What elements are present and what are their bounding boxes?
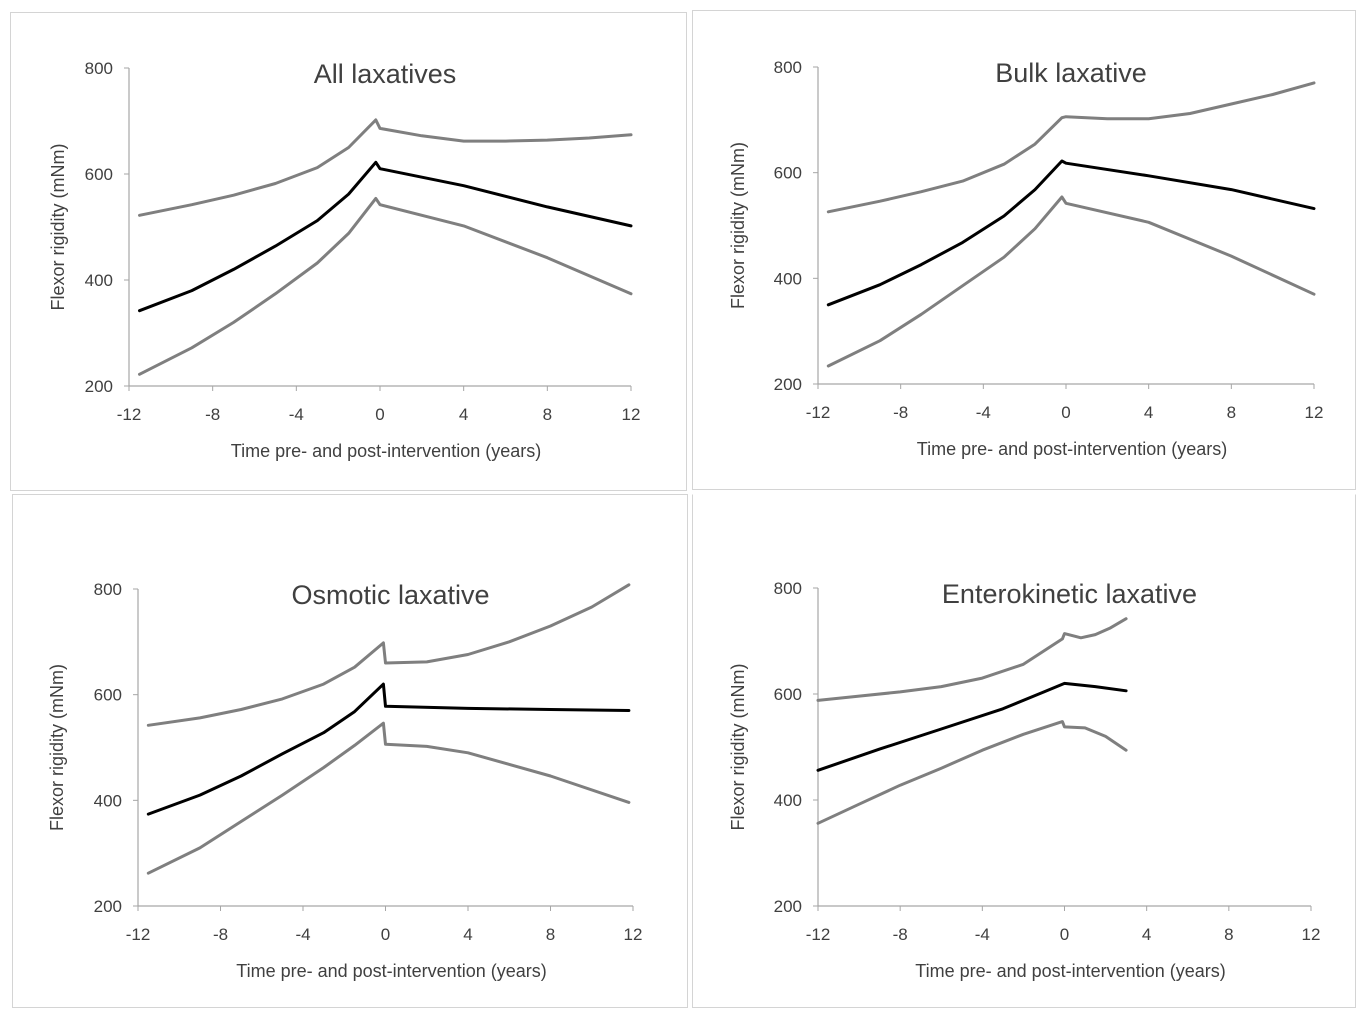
chart-bulk-laxative: 200 400 600 800 -12 -8 -4 0 4 8 12 Bulk laxative Tim… <box>728 58 1324 459</box>
x-tick-label: 8 <box>543 405 552 424</box>
x-tick-label: 12 <box>624 925 643 944</box>
y-tick-label: 600 <box>774 164 802 183</box>
x-tick-label: 4 <box>459 405 468 424</box>
y-tick-label: 400 <box>774 791 802 810</box>
chart-panel-osmotic-laxative: 200 400 600 800 -12 -8 -4 0 4 8 12 Osmotic laxative… <box>12 494 688 1008</box>
x-tick-label: 4 <box>463 925 472 944</box>
chart-title: Bulk laxative <box>995 58 1147 88</box>
y-tick-label: 200 <box>774 897 802 916</box>
x-tick-label: 0 <box>381 925 390 944</box>
x-tick-label: 0 <box>1061 403 1070 422</box>
x-tick-label: 8 <box>546 925 555 944</box>
y-tick-label: 400 <box>94 791 122 810</box>
series-line-mean <box>826 159 1316 307</box>
y-tick-label: 400 <box>774 269 802 288</box>
y-tick-label: 800 <box>94 580 122 599</box>
series-line-lower <box>138 196 633 376</box>
y-tick-label: 800 <box>774 579 802 598</box>
x-tick-label: -12 <box>806 925 831 944</box>
x-tick-label: -8 <box>213 925 228 944</box>
x-tick-label: -4 <box>976 403 991 422</box>
chart-all-laxatives: 200 400 600 800 -12 -8 -4 0 4 8 12 All laxatives Tim… <box>48 59 641 461</box>
y-tick-label: 600 <box>774 685 802 704</box>
y-tick-label: 400 <box>85 271 113 290</box>
y-tick-label: 800 <box>85 59 113 78</box>
x-tick-label: 8 <box>1224 925 1233 944</box>
chart-title: Osmotic laxative <box>291 580 489 610</box>
series-line-mean <box>146 682 631 816</box>
x-tick-label: 0 <box>1060 925 1069 944</box>
x-tick-label: 4 <box>1144 403 1153 422</box>
y-tick-label: 200 <box>85 377 113 396</box>
series-line-mean <box>816 681 1128 772</box>
x-tick-label: 8 <box>1227 403 1236 422</box>
y-axis-label: Flexor rigidity (mNm) <box>728 663 748 830</box>
x-tick-label: 12 <box>622 405 641 424</box>
series-line-upper <box>826 81 1316 214</box>
x-axis-label: Time pre- and post-intervention (years) <box>236 961 546 981</box>
chart-enterokinetic-laxative: 200 400 600 800 -12 -8 -4 0 4 8 12 Enterokinetic la… <box>728 579 1321 981</box>
x-tick-label: -4 <box>975 925 990 944</box>
x-tick-label: -8 <box>893 925 908 944</box>
x-tick-label: -12 <box>126 925 151 944</box>
chart-title: All laxatives <box>314 59 457 89</box>
y-axis-label: Flexor rigidity (mNm) <box>48 143 68 310</box>
y-tick-label: 800 <box>774 58 802 77</box>
y-tick-label: 200 <box>774 375 802 394</box>
y-tick-label: 600 <box>94 686 122 705</box>
x-axis-label: Time pre- and post-intervention (years) <box>915 961 1225 981</box>
x-tick-label: 0 <box>375 405 384 424</box>
series-line-lower <box>816 720 1128 825</box>
series-line-upper <box>138 118 633 217</box>
y-tick-label: 600 <box>85 165 113 184</box>
y-tick-label: 200 <box>94 897 122 916</box>
series-line-upper <box>146 583 631 727</box>
x-tick-label: -8 <box>205 405 220 424</box>
x-axis-label: Time pre- and post-intervention (years) <box>917 439 1227 459</box>
x-tick-label: -12 <box>117 405 142 424</box>
chart-panel-enterokinetic-laxative: 200 400 600 800 -12 -8 -4 0 4 8 12 Enterokinetic la… <box>692 494 1356 1008</box>
y-axis-label: Flexor rigidity (mNm) <box>47 664 67 831</box>
x-tick-label: 4 <box>1142 925 1151 944</box>
x-tick-label: -4 <box>295 925 310 944</box>
chart-title: Enterokinetic laxative <box>942 579 1197 609</box>
series-line-upper <box>816 617 1128 702</box>
x-axis-label: Time pre- and post-intervention (years) <box>231 441 541 461</box>
x-tick-label: -8 <box>893 403 908 422</box>
x-tick-label: -4 <box>289 405 304 424</box>
series-line-lower <box>826 195 1316 368</box>
y-axis-label: Flexor rigidity (mNm) <box>728 142 748 309</box>
x-tick-label: -12 <box>806 403 831 422</box>
x-tick-label: 12 <box>1302 925 1321 944</box>
series-line-mean <box>138 160 633 313</box>
x-tick-label: 12 <box>1305 403 1324 422</box>
series-line-lower <box>146 721 631 875</box>
chart-osmotic-laxative: 200 400 600 800 -12 -8 -4 0 4 8 12 Osmotic laxative… <box>47 580 643 981</box>
chart-panel-bulk-laxative: 200 400 600 800 -12 -8 -4 0 4 8 12 Bulk laxative Tim… <box>692 10 1356 490</box>
chart-panel-all-laxatives: 200 400 600 800 -12 -8 -4 0 4 8 12 All laxatives Tim… <box>10 12 687 491</box>
